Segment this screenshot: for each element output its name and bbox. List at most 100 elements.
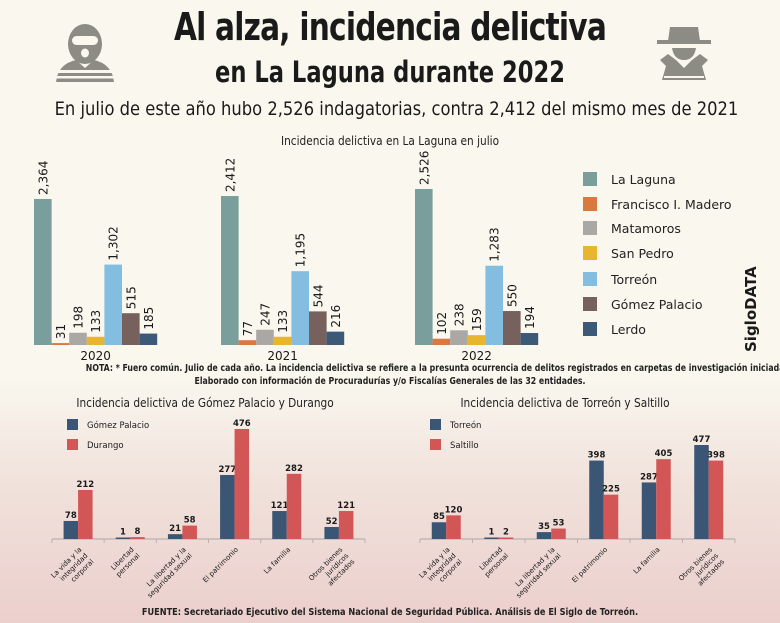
- x-tick-label-line: El patrimonio: [201, 546, 240, 585]
- data-label-torreon-2020: 1,302: [107, 226, 121, 260]
- source-note: FUENTE: Secretariado Ejecutivo del Siste…: [141, 607, 639, 618]
- x-tick-label-line: La familia: [262, 546, 292, 576]
- bar-group-2022: 2,526 102 238 159 1,283 550 194: [415, 151, 539, 345]
- data-label-francisco-i-madero-2020: 31: [54, 324, 68, 339]
- bar-gomez-palacio-la-familia: [272, 511, 287, 539]
- legend-label: Lerdo: [611, 321, 646, 337]
- legend-label-torreon: Torreón: [449, 420, 481, 431]
- legend-swatch: [583, 322, 597, 336]
- bar-la-laguna-2022: [415, 188, 433, 345]
- bar-la-laguna-2020: [34, 199, 52, 345]
- bar-group-otros-bienes-juridicos-afectados: 52 121: [324, 501, 355, 539]
- x-tick-label-el-patrimonio: El patrimonio: [571, 546, 610, 585]
- data-label-torreon-2022: 1,283: [488, 227, 502, 261]
- data-label-saltillo-libertad-personal: 2: [503, 528, 509, 538]
- legend-item-lerdo: Lerdo: [583, 321, 646, 337]
- data-label-durango-la-familia: 282: [285, 464, 303, 474]
- bar-torreon-la-libertad-y-la-seguridad-sexual: [536, 532, 552, 539]
- torreon-saltillo-chart-title: Incidencia delictiva de Torreón y Saltil…: [460, 396, 670, 410]
- gomez-durango-chart-title: Incidencia delictiva de Gómez Palacio y …: [76, 396, 334, 410]
- bar-torreon-2022: [485, 265, 503, 345]
- legend-swatch-saltillo: [430, 439, 441, 450]
- legend-swatch: [583, 297, 597, 311]
- legend-item-gomez-palacio: Gómez Palacio: [583, 296, 703, 312]
- bar-durango-la-familia: [286, 473, 302, 539]
- data-label-durango-libertad-personal: 8: [135, 527, 141, 537]
- data-label-francisco-i-madero-2022: 102: [435, 312, 449, 335]
- bar-san-pedro-2020: [86, 336, 105, 345]
- bar-san-pedro-2022: [467, 335, 486, 345]
- data-label-lerdo-2021: 216: [329, 305, 343, 328]
- bar-lerdo-2021: [326, 331, 345, 345]
- legend-item-la-laguna: La Laguna: [583, 171, 676, 187]
- data-label-torreon-el-patrimonio: 398: [588, 451, 606, 461]
- bar-saltillo-la-libertad-y-la-seguridad-sexual: [551, 528, 566, 539]
- data-label-gomez-palacio-el-patrimonio: 277: [218, 465, 236, 475]
- bar-torreon-la-familia: [641, 482, 657, 539]
- bar-durango-la-vida-y-la-integridad-corporal: [78, 490, 93, 539]
- bar-lerdo-2022: [520, 333, 539, 345]
- bar-matamoros-2022: [450, 330, 468, 345]
- bar-gomez-palacio-libertad-personal: [115, 537, 131, 539]
- bar-saltillo-libertad-personal: [498, 537, 514, 539]
- data-label-matamoros-2022: 238: [453, 303, 467, 326]
- data-label-torreon-2021: 1,195: [294, 233, 308, 267]
- data-label-saltillo-la-vida-y-la-integridad-corporal: 120: [445, 505, 463, 515]
- data-label-la-laguna-2022: 2,526: [417, 151, 431, 185]
- legend-swatch-durango: [67, 439, 78, 450]
- x-tick-label-el-patrimonio: El patrimonio: [201, 546, 240, 585]
- bar-durango-otros-bienes-juridicos-afectados: [338, 511, 354, 539]
- bar-group-2021: 2,412 77 247 133 1,195 544 216: [221, 158, 345, 345]
- data-label-durango-el-patrimonio: 476: [233, 419, 251, 429]
- main-chart-title: Incidencia delictiva en La Laguna en jul…: [280, 134, 500, 148]
- data-label-san-pedro-2022: 159: [470, 308, 484, 331]
- data-label-gomez-palacio-la-libertad-y-la-seguridad-sexual: 21: [169, 524, 181, 534]
- bar-saltillo-la-vida-y-la-integridad-corporal: [446, 515, 461, 539]
- data-label-saltillo-la-familia: 405: [655, 449, 673, 459]
- bar-torreon-el-patrimonio: [589, 460, 604, 539]
- bar-saltillo-otros-bienes-juridicos-afectados: [708, 460, 724, 539]
- bar-group-la-familia: 287 405: [640, 449, 672, 539]
- data-label-francisco-i-madero-2021: 77: [241, 321, 255, 336]
- x-tick-label-2021: 2021: [267, 349, 298, 362]
- data-label-matamoros-2020: 198: [72, 306, 86, 329]
- x-tick-label-line: El patrimonio: [571, 546, 610, 585]
- data-label-durango-otros-bienes-juridicos-afectados: 121: [337, 501, 355, 511]
- bar-durango-la-libertad-y-la-seguridad-sexual: [182, 525, 197, 539]
- bar-group-2020: 2,364 31 198 133 1,302 515 185: [34, 161, 158, 345]
- bar-matamoros-2020: [69, 332, 87, 345]
- legend-label: San Pedro: [611, 245, 674, 261]
- data-label-torreon-libertad-personal: 1: [489, 528, 495, 538]
- data-label-lerdo-2020: 185: [142, 307, 156, 330]
- data-label-torreon-la-familia: 287: [640, 472, 658, 482]
- bar-group-el-patrimonio: 398 225: [588, 451, 620, 539]
- note-line-1: NOTA: * Fuero común. Julio de cada año. …: [85, 363, 780, 374]
- bar-group-el-patrimonio: 277 476: [218, 419, 251, 539]
- legend-item-torreon: Torreón: [583, 271, 657, 287]
- data-label-saltillo-otros-bienes-juridicos-afectados: 398: [707, 451, 725, 461]
- bar-francisco-i-madero-2020: [51, 343, 70, 345]
- data-label-gomez-palacio-la-vida-y-la-integridad-corporal: 78: [65, 511, 77, 521]
- data-label-torreon-la-libertad-y-la-seguridad-sexual: 35: [538, 522, 550, 532]
- legend-swatch: [583, 246, 597, 260]
- bar-torreon-la-vida-y-la-integridad-corporal: [431, 522, 447, 539]
- x-tick-label-la-familia: La familia: [632, 546, 662, 576]
- data-label-lerdo-2022: 194: [523, 306, 537, 329]
- bar-gomez-palacio-el-patrimonio: [220, 474, 235, 539]
- legend-item-matamoros: Matamoros: [583, 220, 681, 236]
- data-label-matamoros-2021: 247: [259, 303, 273, 326]
- legend-label: Matamoros: [611, 220, 681, 236]
- legend-label: Gómez Palacio: [611, 296, 703, 312]
- bar-gomez-palacio-2021: [309, 311, 327, 345]
- bar-group-la-familia: 121 282: [271, 464, 303, 539]
- legend-label: Francisco I. Madero: [611, 196, 732, 212]
- bar-group-la-libertad-y-la-seguridad-sexual: 35 53: [536, 519, 566, 539]
